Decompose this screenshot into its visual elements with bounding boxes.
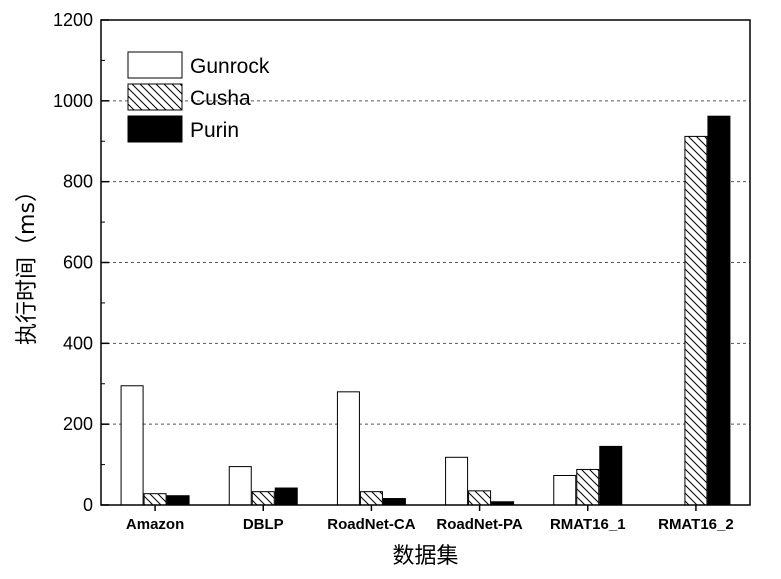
bar-gunrock-roadnet-pa bbox=[445, 456, 469, 506]
bar-purin-dblp bbox=[274, 487, 298, 506]
legend-label-gunrock: Gunrock bbox=[190, 55, 270, 78]
x-tick-label: RoadNet-PA bbox=[436, 516, 523, 533]
y-tick-label: 600 bbox=[63, 253, 93, 273]
legend-swatch-purin bbox=[127, 115, 183, 143]
bar-gunrock-amazon bbox=[120, 385, 144, 506]
bar-purin-amazon bbox=[166, 495, 190, 506]
x-axis-title: 数据集 bbox=[392, 544, 458, 569]
legend-swatch-gunrock bbox=[127, 51, 183, 79]
bar-cusha-rmat16_1 bbox=[576, 468, 600, 506]
y-tick-label: 800 bbox=[63, 172, 93, 192]
x-tick-label: Amazon bbox=[126, 516, 184, 533]
legend-swatch-cusha bbox=[127, 83, 183, 111]
legend-label-purin: Purin bbox=[190, 119, 239, 142]
legend-label-cusha: Cusha bbox=[190, 87, 251, 110]
x-tick-label: RMAT16_1 bbox=[550, 516, 626, 533]
x-tick-label: DBLP bbox=[243, 516, 284, 533]
bar-cusha-amazon bbox=[143, 493, 167, 506]
bars bbox=[120, 115, 731, 506]
y-axis: 0 200 400 600 800 1000 1200 bbox=[53, 10, 109, 515]
y-tick-label: 400 bbox=[63, 333, 93, 353]
y-tick-label: 200 bbox=[63, 414, 93, 434]
y-tick-label: 1200 bbox=[53, 10, 93, 30]
bar-cusha-roadnet-pa bbox=[468, 490, 492, 506]
bar-cusha-dblp bbox=[251, 491, 275, 506]
bar-purin-rmat16_2 bbox=[707, 115, 731, 506]
grid-lines bbox=[101, 100, 750, 425]
x-axis: Amazon DBLP RoadNet-CA RoadNet-PA RMAT16_1 RM… bbox=[126, 505, 734, 533]
bar-cusha-roadnet-ca bbox=[359, 491, 383, 506]
bar-gunrock-dblp bbox=[228, 466, 252, 506]
y-axis-title: 执行时间（ms） bbox=[15, 180, 40, 345]
bar-purin-roadnet-ca bbox=[382, 498, 406, 506]
y-tick-label: 0 bbox=[83, 495, 93, 515]
bar-gunrock-roadnet-ca bbox=[336, 391, 360, 506]
x-tick-label: RMAT16_2 bbox=[658, 516, 734, 533]
bar-gunrock-rmat16_1 bbox=[553, 474, 577, 506]
x-tick-label: RoadNet-CA bbox=[327, 516, 415, 533]
bar-purin-rmat16_1 bbox=[599, 445, 623, 506]
bar-cusha-rmat16_2 bbox=[684, 135, 708, 506]
y-tick-label: 1000 bbox=[53, 91, 93, 111]
legend: Gunrock Cusha Purin bbox=[127, 51, 270, 143]
